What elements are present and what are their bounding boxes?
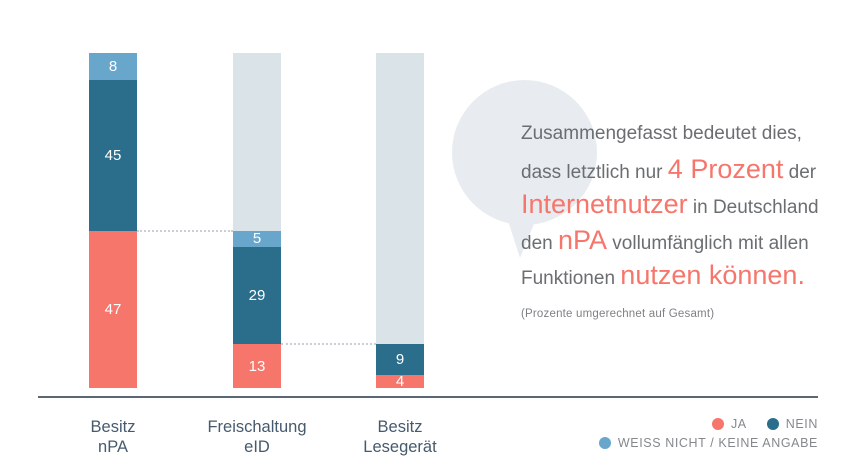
segment-value-label: 45 xyxy=(104,146,122,164)
legend-item-ja: JA xyxy=(711,417,747,431)
connector-dotted-line xyxy=(137,229,233,232)
legend-label-ja: JA xyxy=(730,417,747,431)
bubble-line: Internetnutzer in Deutschland xyxy=(521,187,819,223)
bar-segment-remainder xyxy=(233,53,281,231)
bubble-text-highlight: nutzen können. xyxy=(620,260,805,290)
bubble-line: den nPA vollumfänglich mit allen xyxy=(521,223,819,259)
bubble-text-segment: den xyxy=(521,232,558,254)
speech-bubble-note: (Prozente umgerechnet auf Gesamt) xyxy=(521,307,715,320)
connector-dotted-line xyxy=(281,343,376,346)
stacked-bar-freischaltung-eid: 5 29 13 xyxy=(233,53,281,388)
legend-dot-ja-icon xyxy=(711,418,724,430)
x-axis-line xyxy=(38,396,818,398)
segment-value-label: 47 xyxy=(104,300,122,318)
legend-label-weiss-nicht: WEISS NICHT / KEINE ANGABE xyxy=(617,436,818,450)
bar-segment-ja: 47 xyxy=(89,230,137,388)
category-label-line: Lesegerät xyxy=(363,438,437,456)
legend-dot-nein-icon xyxy=(766,418,779,430)
bubble-line: Zusammengefasst bedeutet dies, xyxy=(521,116,819,152)
bubble-text-segment: der xyxy=(783,161,817,183)
bubble-text-segment: vollumfänglich mit allen xyxy=(607,232,809,254)
category-label-line: nPA xyxy=(98,438,128,456)
bubble-text-highlight: 4 Prozent xyxy=(667,153,784,184)
bubble-text-segment: in Deutschland xyxy=(687,197,819,218)
bubble-line: Funktionen nutzen können. xyxy=(521,258,819,294)
legend-dot-weiss-nicht-icon xyxy=(598,437,611,449)
speech-bubble-lines: Zusammengefasst bedeutet dies, dass letzt… xyxy=(521,116,819,294)
bubble-text-segment: Zusammengefasst bedeutet dies, xyxy=(521,123,802,144)
category-label-line: Freischaltung xyxy=(207,418,307,436)
legend-label-nein: NEIN xyxy=(785,417,818,431)
segment-value-label: 5 xyxy=(252,230,262,248)
speech-bubble-tail xyxy=(498,190,548,258)
category-label-line: eID xyxy=(244,438,270,456)
category-label-freischaltung-eid: Freischaltung eID xyxy=(187,417,327,457)
bar-segment-nein: 29 xyxy=(233,247,281,345)
legend-item-nein: NEIN xyxy=(766,417,818,431)
legend-row-2: WEISS NICHT / KEINE ANGABE xyxy=(598,436,818,450)
stacked-bar-besitz-npa: 8 45 47 xyxy=(89,53,137,388)
bar-segment-ja: 4 xyxy=(376,372,424,390)
category-label-line: Besitz xyxy=(90,418,136,436)
bar-segment-nein: 45 xyxy=(89,79,137,231)
legend-item-weiss-nicht: WEISS NICHT / KEINE ANGABE xyxy=(598,436,818,450)
speech-bubble-text: Zusammengefasst bedeutet dies, dass letzt… xyxy=(521,116,819,320)
bubble-text-highlight: nPA xyxy=(557,224,608,255)
bubble-text-segment: dass letztlich nur xyxy=(521,161,668,183)
bar-segment-remainder xyxy=(376,53,424,345)
segment-value-label: 8 xyxy=(108,57,118,75)
bar-segment-weiss-nicht-keine-angabe: 8 xyxy=(89,53,137,80)
segment-value-label: 4 xyxy=(395,372,405,390)
segment-value-label: 13 xyxy=(248,357,266,375)
bar-segment-weiss-nicht-keine-angabe: 5 xyxy=(233,230,281,248)
bar-segment-ja: 13 xyxy=(233,344,281,388)
bar-segment-nein: 9 xyxy=(376,344,424,375)
category-label-besitz-npa: Besitz nPA xyxy=(43,417,183,457)
bubble-text-segment: Funktionen xyxy=(521,268,621,289)
legend-row-1: JA NEIN xyxy=(711,417,818,431)
legend: JA NEIN WEISS NICHT / KEINE ANGABE xyxy=(598,417,818,450)
segment-value-label: 9 xyxy=(395,351,405,368)
segment-value-label: 29 xyxy=(248,287,266,305)
category-label-line: Besitz xyxy=(377,418,423,436)
category-label-besitz-lesegeraet: Besitz Lesegerät xyxy=(330,417,470,457)
bubble-text-highlight: Internetnutzer xyxy=(521,189,688,219)
bubble-line: dass letztlich nur 4 Prozent der xyxy=(521,152,819,188)
